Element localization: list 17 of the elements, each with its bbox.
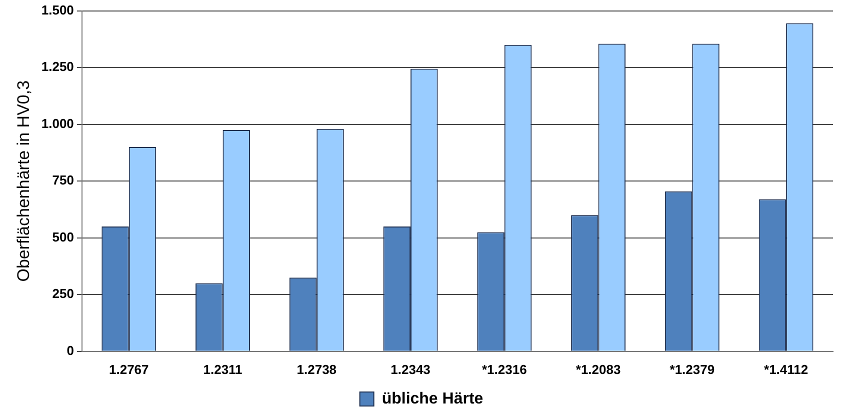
x-tick-label: 1.2767 xyxy=(108,362,149,377)
y-axis-title: Oberflächenhärte in HV0,3 xyxy=(14,80,33,282)
y-tick-label: 500 xyxy=(52,229,74,244)
y-tick-label: 250 xyxy=(52,286,74,302)
x-tick-label: 1.2311 xyxy=(203,362,242,377)
y-tick-label: 0 xyxy=(66,342,74,358)
legend-label: übliche Härte xyxy=(382,390,484,408)
y-tick-label: 1.250 xyxy=(41,59,74,74)
y-tick-label: 750 xyxy=(52,172,74,188)
x-tick-label: *1.4112 xyxy=(764,362,808,377)
x-tick-label: *1.2316 xyxy=(482,362,527,377)
x-tick-label: *1.2379 xyxy=(670,362,715,377)
x-tick-label: 1.2343 xyxy=(390,362,430,377)
x-tick-label: *1.2083 xyxy=(576,362,621,377)
x-tick-label: 1.2738 xyxy=(296,362,337,377)
y-tick-label: 1.500 xyxy=(41,2,74,18)
y-tick-label: 1.000 xyxy=(41,116,74,131)
